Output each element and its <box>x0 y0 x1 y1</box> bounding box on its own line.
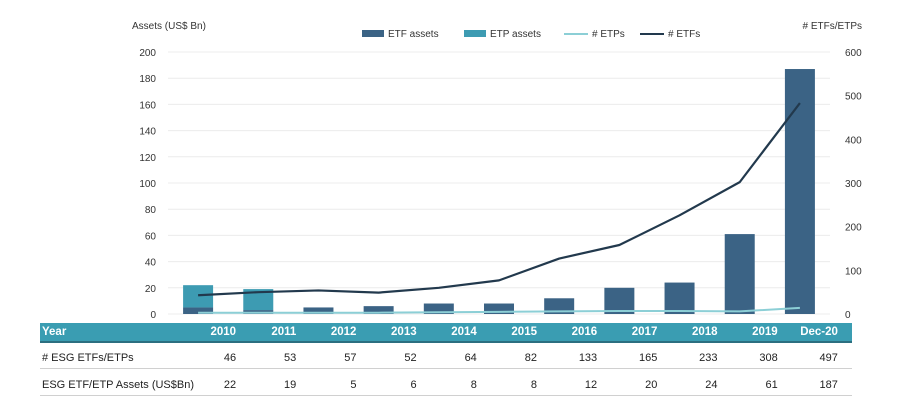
bar-etf-assets <box>544 298 575 314</box>
table-cell: 22 <box>223 379 237 391</box>
left-tick-label: 160 <box>139 100 156 111</box>
table-cell: 20 <box>645 379 658 391</box>
table-cell: 133 <box>578 352 598 364</box>
bar-etf-assets <box>363 306 394 314</box>
line-etps <box>198 306 800 314</box>
table-cell: 52 <box>404 352 417 364</box>
left-tick-label: 60 <box>145 231 157 242</box>
table-cell: 233 <box>699 352 718 364</box>
table-cell: 61 <box>765 379 778 391</box>
left-axis-title: Assets (US$ Bn) <box>132 21 206 32</box>
table-cell: 2013 <box>391 326 417 338</box>
table-row-count: # ESG ETFs/ETPs 46 53 57 52 64 82 133 165 233 308… <box>40 348 852 369</box>
table-cell: 2011 <box>271 326 297 338</box>
right-tick-label: 300 <box>845 179 862 190</box>
table-cell: 12 <box>584 379 598 391</box>
bar-etf-assets <box>423 303 454 314</box>
table-cell: 57 <box>344 352 357 364</box>
table-cell: 24 <box>705 379 718 391</box>
table-cell: 2012 <box>330 326 357 338</box>
bar-series <box>183 69 815 314</box>
bar-etf-assets <box>183 307 214 314</box>
bar-etp-assets <box>183 285 214 308</box>
table-cell: 2017 <box>631 326 658 338</box>
left-tick-label: 120 <box>139 153 156 164</box>
table-header-row: Year 2010 2011 2012 2013 2014 2015 2016 2017 201… <box>40 323 852 343</box>
table-row-assets: ESG ETF/ETP Assets (US$Bn) 22 19 5 6 8 8 12 20 2… <box>40 375 852 396</box>
left-tick-label: 80 <box>145 205 157 216</box>
table-cell: 8 <box>470 379 477 391</box>
table-cell: 46 <box>223 352 237 364</box>
legend-label: # ETFs <box>668 29 700 40</box>
table-cell: 187 <box>819 379 838 391</box>
table-header-label: Year <box>42 326 67 338</box>
right-axis-title: # ETFs/ETPs <box>803 21 862 32</box>
bar-etf-assets <box>604 287 635 314</box>
data-table: Year 2010 2011 2012 2013 2014 2015 2016 2017 201… <box>40 323 852 396</box>
table-cell: 5 <box>350 379 357 391</box>
right-tick-label: 600 <box>845 48 862 59</box>
row-label-assets: ESG ETF/ETP Assets (US$Bn) <box>42 379 195 391</box>
table-cell: 2014 <box>451 326 477 338</box>
right-tick-label: 0 <box>845 310 851 321</box>
table-cell: 497 <box>819 352 838 364</box>
table-cell: 8 <box>530 379 537 391</box>
right-tick-label: 500 <box>845 92 862 103</box>
table-cell: 53 <box>284 352 297 364</box>
row-label-count: # ESG ETFs/ETPs <box>42 352 134 364</box>
left-tick-label: 180 <box>139 74 156 85</box>
right-tick-label: 100 <box>845 266 862 277</box>
grid-lines <box>168 51 830 315</box>
legend-swatch <box>362 30 384 37</box>
left-axis-ticks: 0 20 40 60 80 100 120 140 160 180 200 <box>139 48 156 321</box>
chart-area: 0 20 40 60 80 100 120 140 160 180 200 0 100 200 300 40… <box>132 21 862 321</box>
left-tick-label: 40 <box>145 258 157 269</box>
line-series <box>198 102 801 314</box>
right-tick-label: 200 <box>845 223 862 234</box>
legend-label: # ETPs <box>592 29 625 40</box>
right-axis-ticks: 0 100 200 300 400 500 600 <box>845 48 862 321</box>
table-cell: 82 <box>524 352 537 364</box>
left-tick-label: 100 <box>139 179 156 190</box>
right-tick-label: 400 <box>845 135 862 146</box>
bar-etp-assets <box>243 289 274 311</box>
left-tick-label: 140 <box>139 127 156 138</box>
legend: ETF assets ETP assets # ETPs # ETFs <box>362 29 700 40</box>
table-cell: 2019 <box>752 326 778 338</box>
table-cell: 2018 <box>691 326 718 338</box>
legend-label: ETF assets <box>388 29 439 40</box>
legend-swatch <box>464 30 486 37</box>
bar-etf-assets <box>484 303 514 314</box>
legend-label: ETP assets <box>490 29 541 40</box>
table-cell: 165 <box>639 352 658 364</box>
line-etfs <box>198 102 801 297</box>
table-cell: 2016 <box>571 326 598 338</box>
table-cell: Dec-20 <box>800 326 838 338</box>
table-cell: 19 <box>284 379 297 391</box>
table-cell: 64 <box>464 352 477 364</box>
left-tick-label: 200 <box>139 48 156 59</box>
left-tick-label: 0 <box>150 310 156 321</box>
table-cell: 2015 <box>511 326 537 338</box>
bar-etf-assets <box>303 307 334 314</box>
bar-etf-assets <box>664 282 695 314</box>
bar-etf-assets <box>784 69 815 314</box>
table-cell: 2010 <box>210 326 237 338</box>
table-cell: 308 <box>759 352 778 364</box>
table-cell: 6 <box>410 379 417 391</box>
left-tick-label: 20 <box>145 284 157 295</box>
bar-etf-assets <box>724 234 755 314</box>
